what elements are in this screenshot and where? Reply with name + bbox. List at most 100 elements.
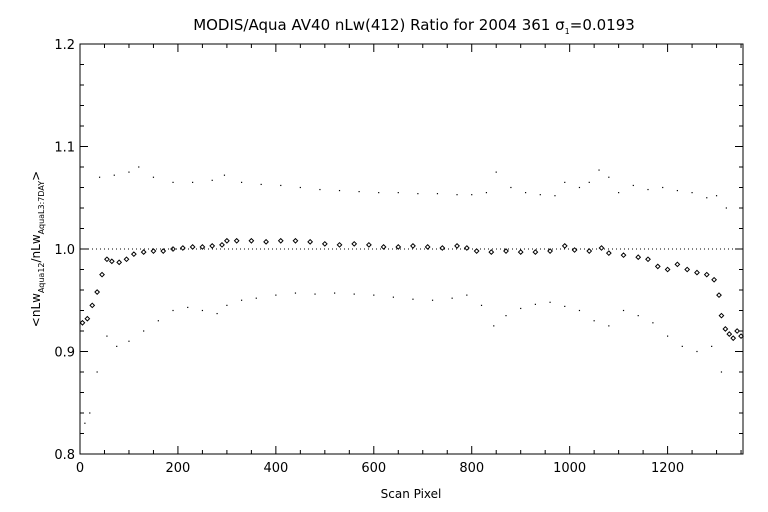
data-point [463,245,470,251]
data-point [622,309,625,312]
data-point [170,246,176,252]
y-axis-label-mid: /nLw [29,234,43,262]
data-point [564,181,566,183]
data-point [684,266,691,273]
data-point [116,345,118,347]
data-point [605,250,612,257]
x-axis-label: Scan Pixel [381,487,442,501]
data-point [130,251,137,258]
data-point [201,309,204,312]
data-point [240,181,243,183]
data-point [113,174,115,176]
data-point [691,192,693,194]
data-point [275,294,277,296]
data-point [436,193,439,195]
data-point [471,194,473,196]
data-point [179,245,186,251]
data-point [720,371,723,373]
x-tick-label: 400 [263,461,288,476]
data-point [84,422,86,424]
data-point [554,195,556,197]
data-point [608,325,610,327]
data-point [561,243,568,249]
data-point [319,188,321,191]
x-tick-label: 600 [361,461,386,476]
data-point [307,238,314,245]
data-point [143,330,145,332]
data-point [255,297,257,299]
data-point [618,192,620,194]
data-point [578,309,581,312]
data-point [706,197,708,199]
series-upper [98,166,727,209]
data-point [473,248,480,254]
data-point [187,306,189,309]
data-point [715,195,718,197]
x-tick-label: 0 [76,461,84,476]
data-point [493,325,495,327]
data-point [726,331,733,337]
data-point [397,192,399,194]
data-point [223,237,230,244]
y-tick-label: 1.1 [54,141,75,156]
data-point [336,241,343,248]
data-point [96,371,98,373]
y-tick-label: 1.2 [54,38,75,53]
data-point [664,266,671,273]
data-point [503,248,509,254]
data-point [248,237,255,244]
data-point [378,192,380,194]
data-point [150,248,157,254]
data-point [676,189,678,192]
data-point [392,296,394,298]
chart-title-subscript: 1 [565,27,570,36]
data-point [539,194,541,196]
data-point [608,176,610,178]
data-point [116,259,123,266]
data-point [652,322,654,324]
data-point [645,256,651,263]
series-lower [84,292,723,424]
data-point [534,303,536,305]
data-point [485,192,488,194]
y-tick-label: 1.0 [54,243,75,258]
data-point [395,244,402,250]
data-point [263,238,269,245]
x-axis: 0 200 400 600 800 1000 1200 [76,44,742,476]
data-point [104,256,110,263]
data-point [480,304,483,306]
data-point [79,319,86,326]
data-point [321,240,328,247]
data-point [738,333,744,340]
series-mean [79,237,744,342]
data-point [240,299,243,301]
data-point [334,292,336,294]
data-point [439,245,446,251]
data-point [598,169,600,171]
data-point [380,244,387,250]
data-point [106,335,108,337]
data-point [138,166,140,168]
data-point [598,245,605,251]
y-tick-label: 0.9 [54,346,75,361]
data-point [172,309,174,312]
data-point [157,320,159,322]
data-series [79,166,744,424]
data-point [277,237,284,244]
chart-title: MODIS/Aqua AV40 nLw(412) Ratio for 2004 … [193,16,635,36]
data-point [140,249,147,255]
data-point [725,207,727,209]
data-point [98,176,101,178]
data-point [260,183,262,186]
data-point [517,249,524,255]
data-point [431,299,434,301]
data-point [532,249,539,255]
data-point [451,297,453,299]
data-point [730,335,737,342]
data-point [292,237,299,244]
data-point [294,292,297,294]
y-axis: 0.8 0.9 1.0 1.1 1.2 [54,38,743,463]
data-point [488,249,495,255]
data-point [84,315,91,322]
